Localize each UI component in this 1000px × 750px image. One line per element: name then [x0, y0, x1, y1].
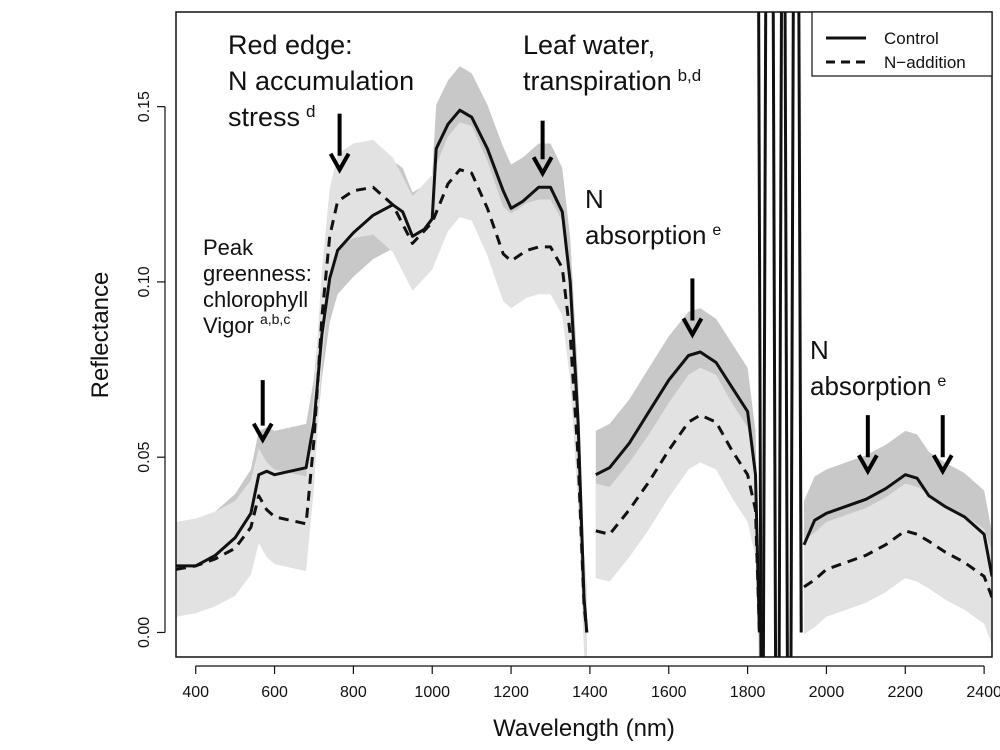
line-control-0	[176, 108, 589, 633]
line-n-addition-1	[595, 413, 761, 633]
x-tick-label-2000: 2000	[809, 684, 845, 701]
band-control-2	[804, 430, 992, 621]
legend-control-label: Control	[884, 29, 939, 48]
band-n-addition-0	[176, 122, 587, 657]
plot-frame	[175, 11, 993, 658]
annotation-arrow-head-3	[681, 317, 704, 339]
water-absorption-spike-1	[761, 12, 768, 657]
water-absorption-spike-2	[771, 12, 778, 657]
y-axis-label: Reflectance	[87, 272, 114, 399]
y-axis: 0.00 0.05 0.10 0.15	[136, 91, 166, 648]
legend-n-addition-label: N−addition	[884, 53, 966, 72]
annotation-arrow-head-4	[857, 454, 879, 476]
x-tick-label-1000: 1000	[414, 684, 450, 701]
y-tick-label-0.00: 0.00	[136, 617, 153, 648]
annotation-text-2: Leaf water, transpiration b,d	[523, 30, 701, 96]
annotation-arrow-head-1	[328, 152, 351, 174]
legend-box	[811, 11, 993, 77]
water-absorption-spike-5	[789, 12, 795, 657]
series-lines	[176, 12, 992, 657]
water-absorption-spike-4	[783, 12, 789, 657]
band-n-addition-2	[804, 483, 992, 645]
x-tick-label-800: 800	[340, 684, 367, 701]
x-tick-label-1200: 1200	[493, 684, 529, 701]
annotation-arrow-head-5	[931, 454, 954, 476]
x-tick-label-1800: 1800	[730, 684, 766, 701]
band-n-addition-1	[595, 367, 760, 657]
x-tick-label-2400: 2400	[966, 684, 1000, 701]
annotation-arrow-head-0	[251, 422, 274, 444]
confidence-bands	[176, 66, 992, 657]
x-tick-label-400: 400	[182, 684, 209, 701]
water-absorption-spike-0	[757, 12, 763, 657]
line-control-2	[802, 473, 992, 577]
annotations: Peak greenness: chlorophyll Vigor a,b,c Red e…	[203, 30, 954, 476]
x-axis: 400 600 800 1000 1200 1400 1600 1800 2000 2200 240…	[182, 665, 1000, 701]
water-absorption-spike-3	[777, 12, 783, 657]
x-axis-label: Wavelength (nm)	[493, 715, 675, 742]
line-control-1	[595, 350, 761, 633]
y-tick-label-0.15: 0.15	[136, 91, 153, 122]
line-n-addition-0	[176, 168, 589, 633]
x-tick-label-1400: 1400	[572, 684, 608, 701]
annotation-text-1: Red edge: N accumulation stress d	[228, 30, 414, 132]
water-absorption-spike-6	[797, 12, 803, 633]
y-tick-label-0.10: 0.10	[136, 266, 153, 297]
x-tick-label-2200: 2200	[887, 684, 923, 701]
annotation-text-0: Peak greenness: chlorophyll Vigor a,b,c	[203, 235, 312, 338]
x-tick-label-1600: 1600	[651, 684, 687, 701]
y-tick-label-0.05: 0.05	[136, 442, 153, 473]
annotation-arrow-head-2	[531, 156, 554, 178]
legend: Control N−addition	[811, 11, 993, 77]
x-tick-label-600: 600	[261, 684, 288, 701]
